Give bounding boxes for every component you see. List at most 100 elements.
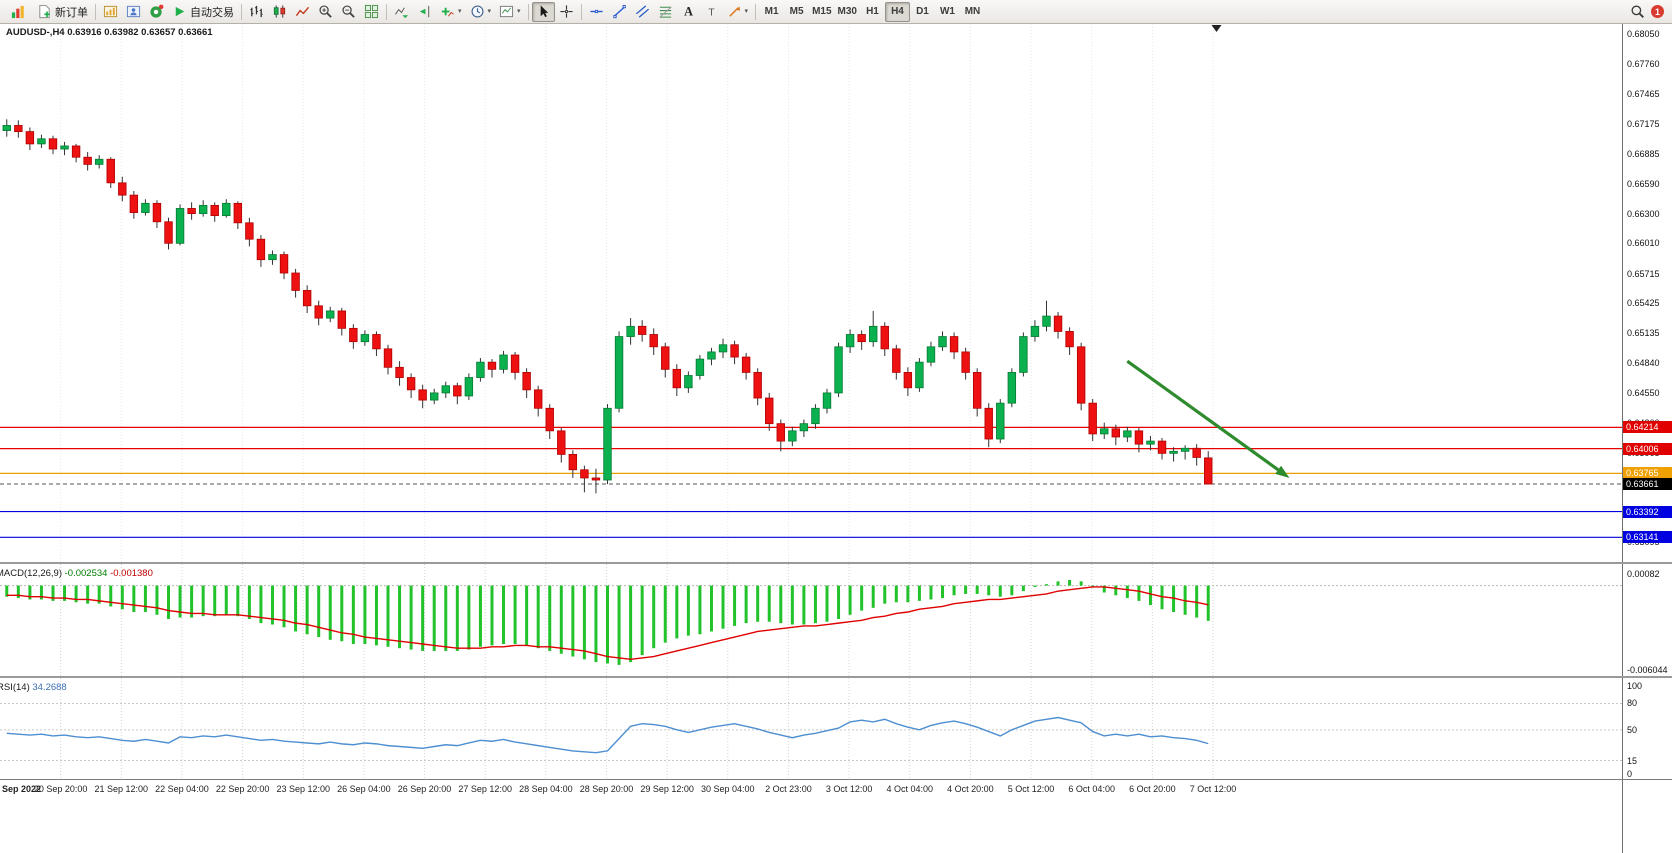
periods-button[interactable]: ▾ [466,2,496,22]
chart-shift-button[interactable] [413,2,436,22]
time-axis-label: Sep 2022 [2,784,42,794]
timeframe-M5[interactable]: M5 [784,2,809,22]
time-axis-label: 6 Oct 04:00 [1068,784,1115,794]
shapes-tool-button[interactable]: ▾ [723,2,753,22]
time-axis-label: 3 Oct 12:00 [825,784,873,794]
toolbar-separator [527,3,529,20]
toolbar-separator [580,3,582,20]
indicators-icon [441,7,454,17]
toolbar-separator [386,3,387,20]
cursor-icon [540,5,548,18]
timeframe-H1[interactable]: H1 [860,2,885,22]
timeframe-M30[interactable]: M30 [835,2,860,22]
rsi-axis-label: 100 [1627,680,1643,691]
crosshair-button[interactable] [555,2,578,22]
text-tool-button[interactable]: A [677,2,700,22]
profile-button[interactable] [122,2,145,22]
autotrade-button[interactable]: 自动交易 [168,2,238,22]
periods-clock-icon [471,5,484,18]
chart-shift-marker[interactable] [1211,25,1222,32]
channel-tool-button[interactable] [631,2,654,22]
trend-arrow[interactable] [1126,359,1280,472]
chart-window-button[interactable] [99,2,122,22]
trendline-tool-button[interactable] [608,2,631,22]
community-button[interactable] [145,2,168,22]
time-axis-border [0,779,1672,780]
chart-title: AUDUSD-,H4 0.63916 0.63982 0.63657 0.636… [6,27,213,38]
chart-line-button[interactable] [291,2,314,22]
rsi-axis-label: 80 [1627,698,1638,709]
timeframe-M1[interactable]: M1 [759,2,784,22]
price-axis[interactable]: 0.68050 0.67760 0.67465 0.67175 0.66885 0.665… [1622,24,1672,853]
svg-text:T: T [708,7,715,18]
chevron-down-icon: ▾ [487,7,492,15]
crosshair-icon [559,5,573,18]
plot-region: AUDUSD-,H4 0.63916 0.63982 0.63657 0.636… [0,24,1622,853]
cursor-button[interactable] [531,1,555,22]
new-order-button[interactable]: 新订单 [33,2,92,22]
timeframe-M15[interactable]: M15 [809,2,834,22]
main-price-chart[interactable] [0,24,1622,562]
candles-chart-icon [273,5,286,18]
toolbar: 新订单 自动交易 ▾ ▾ ▾ A T ▾ M1 M5 M15 M30 H1 H4 D1 W1 M… [0,0,1672,24]
chart-candles-button[interactable] [268,2,291,22]
templates-button[interactable]: ▾ [495,2,525,22]
search-icon [1631,5,1644,18]
tile-windows-icon [364,4,379,19]
fibonacci-tool-icon [659,6,671,18]
fibonacci-tool-button[interactable] [654,2,677,22]
zoom-in-button[interactable] [314,2,337,22]
new-order-icon [39,4,50,19]
price-axis-label: 0.67465 [1627,89,1660,100]
toolbar-separator [241,3,242,20]
current-price-tag: 0.63661 [1623,478,1672,491]
search-button[interactable] [1626,2,1649,22]
rsi-axis-label: 0 [1627,768,1633,779]
notification-badge[interactable]: 1 [1651,5,1664,18]
autotrade-label: 自动交易 [190,6,234,19]
line-chart-icon [295,6,310,17]
time-axis-label: 21 Sep 12:00 [94,784,149,794]
timeframe-MN[interactable]: MN [960,2,985,22]
profile-icon [126,5,141,18]
hline-price-tag: 0.63141 [1623,531,1672,544]
macd-panel[interactable] [0,564,1622,676]
price-axis-label: 0.68050 [1627,29,1660,40]
rsi-label: RSI(14) 34.2688 [0,682,67,693]
time-axis[interactable]: Sep 2022 20 Sep 20:00 21 Sep 12:00 22 Sep 0… [0,780,1622,853]
macd-axis-label: 0.00082 [1627,569,1660,580]
time-axis-label: 4 Oct 20:00 [947,784,994,794]
zoom-in-icon [319,5,332,18]
price-axis-label: 0.66300 [1627,208,1660,219]
price-axis-label: 0.66010 [1627,238,1660,249]
panel-splitter[interactable] [0,676,1672,678]
price-axis-label: 0.67175 [1627,118,1660,129]
auto-scroll-icon [395,7,409,19]
toolbar-separator [95,3,96,20]
rsi-panel[interactable] [0,678,1622,779]
timeframe-D1[interactable]: D1 [910,2,935,22]
community-icon [150,4,164,18]
bars-chart-icon [250,5,263,18]
timeframe-H4[interactable]: H4 [884,1,910,22]
chevron-down-icon: ▾ [744,7,749,15]
time-axis-label: 22 Sep 20:00 [215,784,270,794]
label-tool-button[interactable]: T [700,2,723,22]
time-axis-label: 22 Sep 04:00 [155,784,209,794]
timeframe-toolbar: M1 M5 M15 M30 H1 H4 D1 W1 MN [759,1,985,22]
svg-text:A: A [684,5,693,19]
channel-tool-icon [635,5,649,18]
macd-axis-label: -0.006044 [1627,664,1668,675]
time-axis-label: 20 Sep 20:00 [33,784,88,794]
panel-splitter[interactable] [0,562,1672,564]
macd-label: MACD(12,26,9) -0.002534 -0.001380 [0,568,153,579]
hline-tool-button[interactable] [585,2,608,22]
timeframe-W1[interactable]: W1 [935,2,960,22]
auto-scroll-button[interactable] [390,2,413,22]
tile-windows-button[interactable] [360,2,383,22]
zoom-out-button[interactable] [337,2,360,22]
time-axis-label: 30 Sep 04:00 [701,784,755,794]
chart-bars-button[interactable] [245,2,268,22]
indicators-button[interactable]: ▾ [436,2,466,22]
